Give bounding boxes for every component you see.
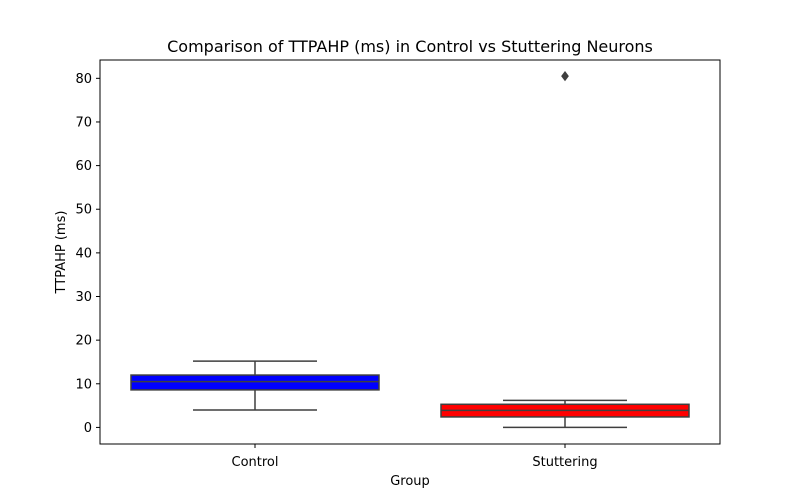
- y-tick-label-80: 80: [75, 72, 92, 87]
- y-axis: 0 10 20 30 40 50 60 70 80: [75, 72, 100, 436]
- plot-frame: [99, 59, 721, 445]
- y-tick-label-70: 70: [75, 115, 92, 130]
- x-axis: Control Stuttering: [232, 444, 598, 470]
- y-axis-label: TTPAHP (ms): [54, 211, 69, 295]
- y-tick-label-30: 30: [75, 290, 92, 305]
- y-tick-label-40: 40: [75, 246, 92, 261]
- y-tick-label-20: 20: [75, 334, 92, 349]
- box-group-control: [130, 360, 380, 411]
- x-axis-label: Group: [390, 474, 430, 489]
- y-tick-label-10: 10: [75, 377, 92, 392]
- x-tick-label-stuttering: Stuttering: [532, 455, 597, 470]
- y-tick-label-60: 60: [75, 159, 92, 174]
- outlier-stuttering-0: [561, 70, 569, 82]
- box-control: [130, 374, 380, 391]
- y-tick-label-0: 0: [84, 421, 92, 436]
- chart-title: Comparison of TTPAHP (ms) in Control vs …: [167, 37, 653, 56]
- box-group-stuttering: [440, 70, 690, 429]
- x-tick-label-control: Control: [232, 455, 279, 470]
- y-tick-label-50: 50: [75, 203, 92, 218]
- marks-layer: [130, 70, 690, 429]
